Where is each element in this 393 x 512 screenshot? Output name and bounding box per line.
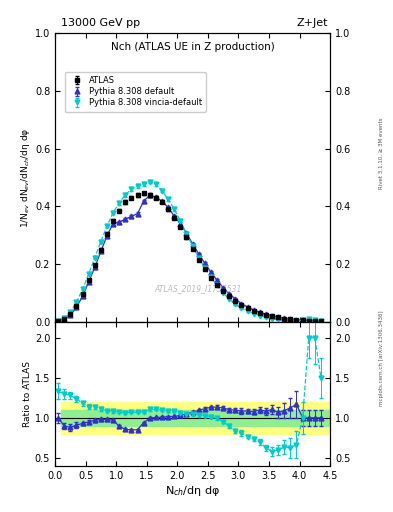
X-axis label: N$_{ch}$/dη dφ: N$_{ch}$/dη dφ — [165, 483, 220, 498]
Text: Rivet 3.1.10, ≥ 3M events: Rivet 3.1.10, ≥ 3M events — [379, 118, 384, 189]
Legend: ATLAS, Pythia 8.308 default, Pythia 8.308 vincia-default: ATLAS, Pythia 8.308 default, Pythia 8.30… — [65, 72, 206, 112]
Text: Nch (ATLAS UE in Z production): Nch (ATLAS UE in Z production) — [111, 42, 274, 52]
Text: mcplots.cern.ch [arXiv:1306.3436]: mcplots.cern.ch [arXiv:1306.3436] — [379, 311, 384, 406]
Text: Z+Jet: Z+Jet — [297, 18, 328, 28]
Text: ATLAS_2019_I1736531: ATLAS_2019_I1736531 — [154, 284, 242, 293]
Text: 13000 GeV pp: 13000 GeV pp — [61, 18, 140, 28]
Y-axis label: 1/N$_{ev}$ dN$_{ev}$/dN$_{ch}$/dη dφ: 1/N$_{ev}$ dN$_{ev}$/dN$_{ch}$/dη dφ — [19, 127, 32, 228]
Y-axis label: Ratio to ATLAS: Ratio to ATLAS — [23, 361, 32, 427]
